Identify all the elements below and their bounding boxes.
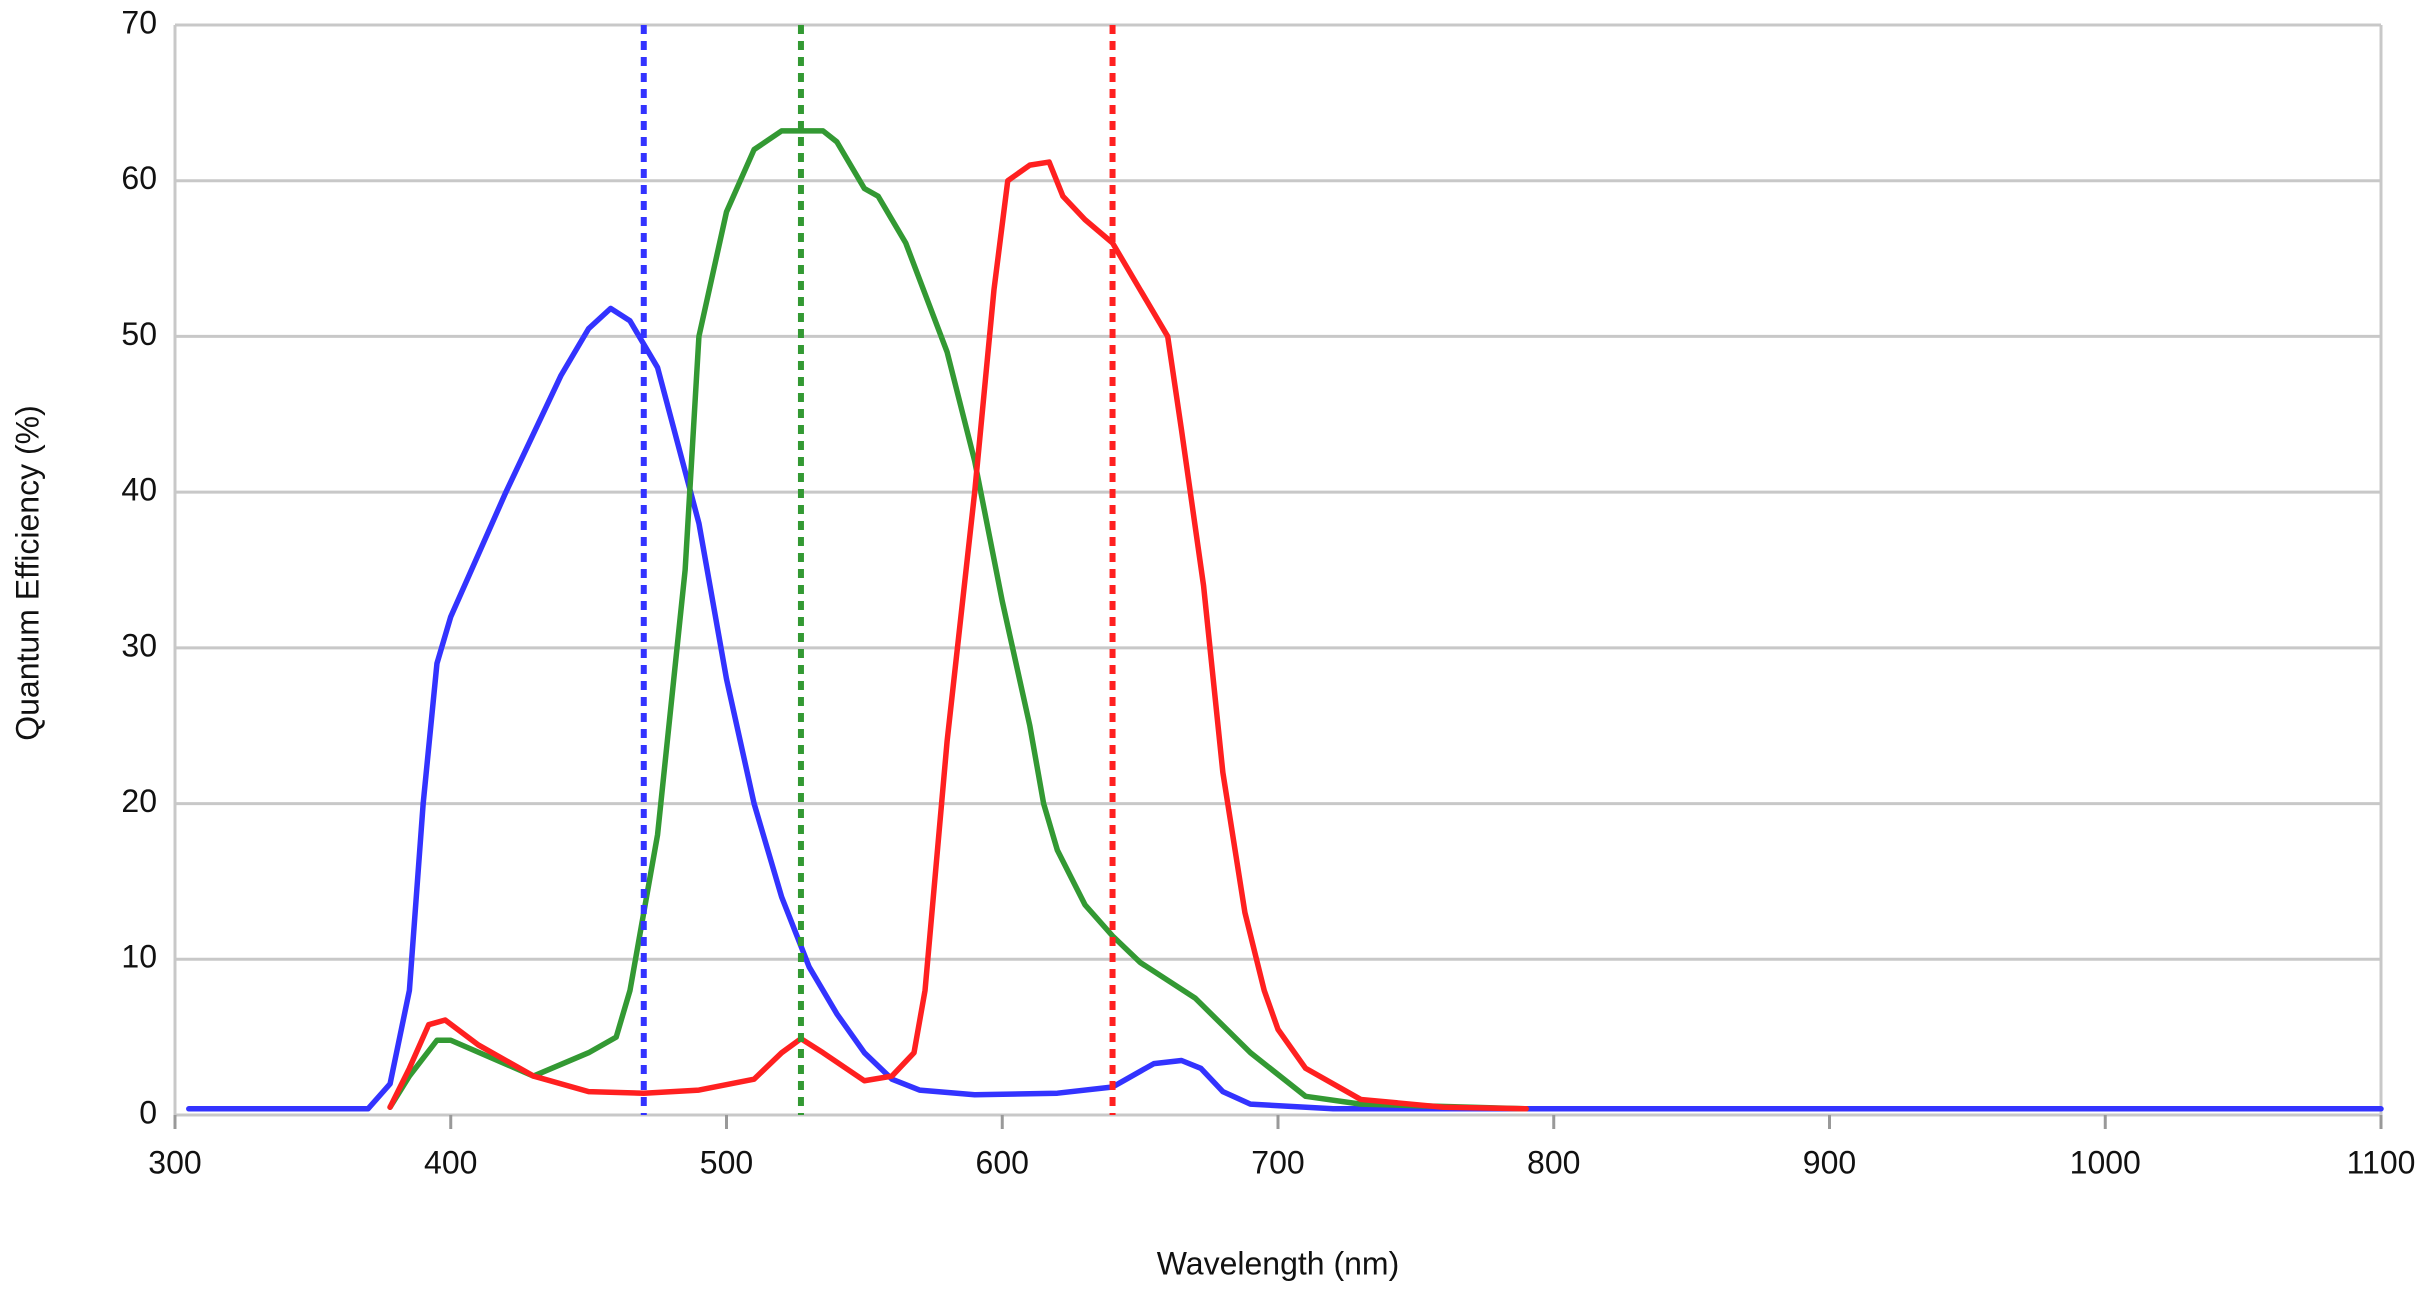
y-tick-label: 10 xyxy=(121,939,157,975)
line-series xyxy=(387,159,1529,1112)
y-tick-label: 50 xyxy=(121,316,157,352)
y-tick-label: 20 xyxy=(121,783,157,819)
x-tick-label: 600 xyxy=(976,1144,1029,1180)
y-tick-label: 60 xyxy=(121,160,157,196)
y-tick-label: 70 xyxy=(121,4,157,40)
x-tick-label: 900 xyxy=(1803,1144,1856,1180)
line-series xyxy=(387,128,1529,1112)
y-axis-label: Quantum Efficiency (%) xyxy=(9,405,45,741)
x-tick-label: 300 xyxy=(148,1144,201,1180)
x-tick-label: 700 xyxy=(1251,1144,1304,1180)
x-axis-label: Wavelength (nm) xyxy=(1157,1245,1399,1281)
y-tick-label: 40 xyxy=(121,472,157,508)
line-series xyxy=(186,305,2384,1112)
x-tick-label: 1000 xyxy=(2070,1144,2141,1180)
y-tick-label: 30 xyxy=(121,627,157,663)
x-tick-label: 400 xyxy=(424,1144,477,1180)
y-tick-label: 0 xyxy=(139,1094,157,1130)
x-tick-label: 800 xyxy=(1527,1144,1580,1180)
x-tick-label: 1100 xyxy=(2347,1144,2416,1180)
x-tick-label: 500 xyxy=(700,1144,753,1180)
